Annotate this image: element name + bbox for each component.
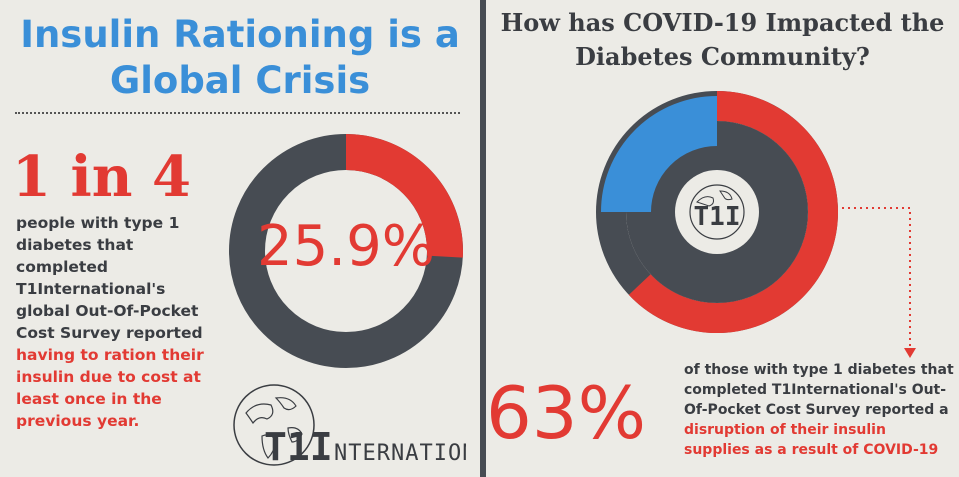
left-donut-chart (229, 134, 463, 368)
svg-text:NTERNATIONAL: NTERNATIONAL (334, 441, 466, 466)
one-in-four-stat: 1 in 4 (12, 144, 191, 210)
t1international-logo: T1I NTERNATIONAL (233, 384, 466, 469)
right-logo-text: T1I (694, 202, 741, 232)
right-donut-outer-arc (628, 91, 838, 333)
left-donut-arc (345, 134, 463, 258)
right-donut-inner-blue (601, 96, 718, 213)
left-title: Insulin Rationing is a Global Crisis (20, 13, 460, 102)
left-body-red: having to ration their insulin due to co… (16, 346, 204, 430)
left-body-text: people with type 1 diabetes that complet… (16, 212, 221, 432)
svg-text:T1I: T1I (264, 425, 333, 469)
left-percent: 25.9% (257, 214, 435, 279)
right-panel: How has COVID-19 Impacted the Diabetes C… (486, 0, 959, 477)
arrow-down-icon (818, 207, 916, 358)
right-body-plain: of those with type 1 diabetes that compl… (684, 362, 954, 418)
right-title: How has COVID-19 Impacted the Diabetes C… (500, 8, 945, 71)
left-panel: Insulin Rationing is a Global Crisis 1 i… (12, 13, 466, 469)
right-donut-chart: T1I (596, 91, 838, 333)
dotted-divider (15, 112, 460, 114)
globe-icon (233, 384, 315, 466)
right-body-text: of those with type 1 diabetes that compl… (684, 360, 954, 460)
right-donut-center (675, 170, 759, 254)
right-percent: 63% (486, 371, 647, 455)
panel-divider (480, 0, 486, 477)
right-body-red: disruption of their insulin supplies as … (684, 422, 939, 458)
left-body-plain: people with type 1 diabetes that complet… (16, 214, 203, 342)
globe-icon (689, 184, 745, 240)
